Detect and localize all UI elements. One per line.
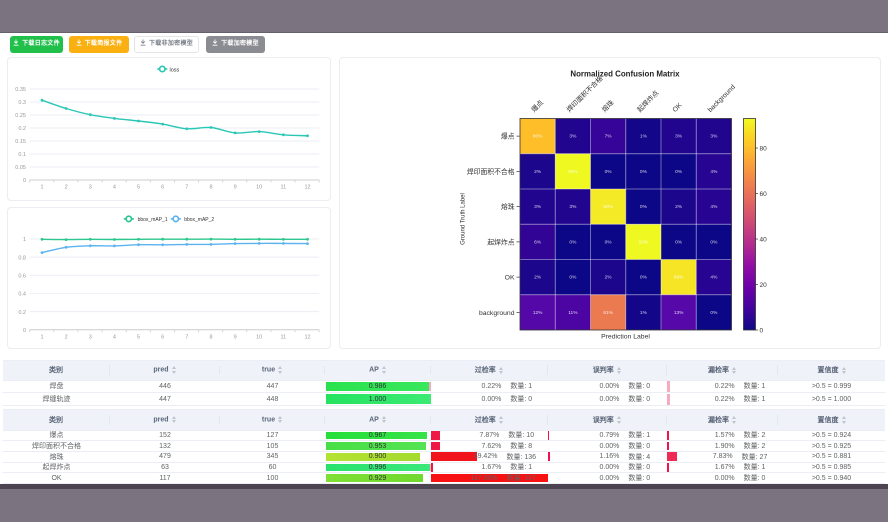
svg-text:2%: 2%: [534, 169, 542, 175]
svg-text:7: 7: [185, 335, 188, 341]
svg-text:3: 3: [89, 185, 92, 191]
svg-text:background: background: [478, 310, 514, 317]
svg-text:12%: 12%: [532, 310, 542, 316]
svg-text:焊印面积不合格: 焊印面积不合格: [466, 167, 514, 176]
svg-text:20: 20: [759, 282, 767, 289]
svg-text:60: 60: [759, 191, 767, 198]
svg-text:Ground Truth Label: Ground Truth Label: [460, 193, 466, 245]
svg-text:0%: 0%: [639, 275, 647, 281]
svg-text:OK: OK: [671, 102, 683, 114]
svg-text:0%: 0%: [710, 239, 718, 245]
svg-text:Prediction Label: Prediction Label: [601, 334, 650, 341]
svg-text:3%: 3%: [534, 204, 542, 210]
svg-text:loss: loss: [170, 67, 180, 73]
svg-text:3%: 3%: [569, 134, 577, 140]
svg-text:0%: 0%: [569, 275, 577, 281]
svg-text:0.1: 0.1: [18, 152, 26, 158]
svg-text:5: 5: [137, 185, 140, 191]
svg-text:3%: 3%: [675, 134, 683, 140]
svg-text:0%: 0%: [710, 310, 718, 316]
svg-text:3%: 3%: [569, 204, 577, 210]
svg-text:0%: 0%: [569, 239, 577, 245]
svg-text:0.05: 0.05: [15, 165, 26, 171]
svg-text:10: 10: [256, 335, 262, 341]
svg-text:8: 8: [209, 335, 212, 341]
svg-text:89%: 89%: [673, 275, 683, 281]
svg-text:bbox_mAP_2: bbox_mAP_2: [184, 217, 214, 223]
svg-text:2%: 2%: [675, 204, 683, 210]
svg-text:0%: 0%: [604, 169, 612, 175]
svg-text:0.8: 0.8: [18, 255, 26, 261]
svg-text:0%: 0%: [675, 169, 683, 175]
svg-text:1%: 1%: [639, 134, 647, 140]
svg-text:熔珠: 熔珠: [599, 98, 615, 114]
svg-text:80: 80: [759, 145, 767, 152]
svg-text:0.4: 0.4: [18, 292, 26, 298]
svg-text:0.35: 0.35: [15, 87, 26, 93]
svg-text:7%: 7%: [604, 134, 612, 140]
svg-text:4: 4: [113, 335, 116, 341]
svg-text:7: 7: [185, 185, 188, 191]
svg-text:bbox_mAP_1: bbox_mAP_1: [138, 217, 168, 223]
svg-text:0: 0: [759, 327, 763, 334]
svg-text:0%: 0%: [675, 239, 683, 245]
svg-text:1: 1: [23, 237, 26, 243]
svg-text:4%: 4%: [710, 204, 718, 210]
svg-text:12: 12: [304, 335, 310, 341]
svg-text:40: 40: [759, 236, 767, 243]
svg-text:9: 9: [234, 185, 237, 191]
svg-text:4: 4: [113, 185, 116, 191]
svg-text:4%: 4%: [710, 275, 718, 281]
svg-text:1: 1: [40, 185, 43, 191]
svg-text:0.15: 0.15: [15, 139, 26, 145]
svg-text:12: 12: [304, 185, 310, 191]
svg-text:焊印面积不合格: 焊印面积不合格: [564, 74, 604, 114]
svg-text:9: 9: [234, 335, 237, 341]
svg-text:Normalized Confusion Matrix: Normalized Confusion Matrix: [570, 70, 680, 79]
svg-text:6: 6: [161, 335, 164, 341]
svg-text:0: 0: [23, 328, 26, 334]
svg-text:0%: 0%: [604, 239, 612, 245]
svg-text:6%: 6%: [534, 239, 542, 245]
svg-text:熔珠: 熔珠: [500, 202, 514, 211]
svg-text:3%: 3%: [710, 134, 718, 140]
svg-text:90%: 90%: [603, 204, 613, 210]
svg-text:起焊炸点: 起焊炸点: [487, 237, 514, 246]
svg-text:11: 11: [281, 335, 287, 341]
svg-text:1%: 1%: [639, 310, 647, 316]
svg-text:OK: OK: [504, 275, 514, 282]
svg-text:0.6: 0.6: [18, 274, 26, 280]
svg-text:3: 3: [89, 335, 92, 341]
svg-text:10: 10: [256, 185, 262, 191]
svg-text:起焊炸点: 起焊炸点: [634, 88, 660, 114]
svg-text:0.2: 0.2: [18, 126, 26, 132]
svg-text:0%: 0%: [639, 204, 647, 210]
svg-text:61%: 61%: [603, 310, 613, 316]
svg-text:爆点: 爆点: [529, 98, 545, 114]
svg-text:0%: 0%: [639, 169, 647, 175]
svg-text:0.2: 0.2: [18, 310, 26, 316]
svg-text:11%: 11%: [568, 310, 578, 316]
svg-text:2: 2: [65, 185, 68, 191]
svg-text:0.3: 0.3: [18, 100, 26, 106]
svg-text:爆点: 爆点: [500, 132, 514, 141]
svg-text:2%: 2%: [534, 275, 542, 281]
svg-text:11: 11: [281, 185, 287, 191]
svg-text:5: 5: [137, 335, 140, 341]
svg-text:93%: 93%: [638, 239, 648, 245]
svg-text:2: 2: [65, 335, 68, 341]
svg-text:80%: 80%: [532, 134, 542, 140]
svg-text:2%: 2%: [604, 275, 612, 281]
svg-text:8: 8: [209, 185, 212, 191]
svg-text:4%: 4%: [710, 169, 718, 175]
svg-text:background: background: [706, 84, 736, 114]
svg-text:6: 6: [161, 185, 164, 191]
svg-text:0: 0: [23, 178, 26, 184]
svg-text:93%: 93%: [568, 169, 578, 175]
svg-text:13%: 13%: [673, 310, 683, 316]
svg-text:0.25: 0.25: [15, 113, 26, 119]
svg-text:1: 1: [40, 335, 43, 341]
